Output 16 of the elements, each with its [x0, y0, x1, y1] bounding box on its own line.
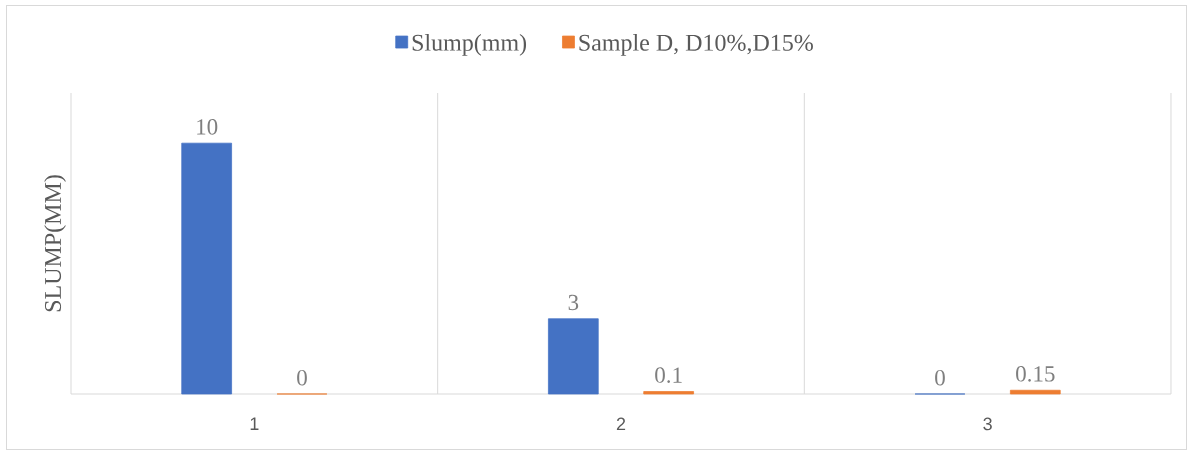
data-label: 10: [197, 119, 218, 135]
x-tick-label: 3: [983, 417, 992, 431]
legend-label: Slump(mm): [412, 33, 527, 56]
bar: [548, 318, 599, 395]
data-label: 0: [935, 369, 945, 386]
bar: [643, 391, 694, 395]
x-tick-label: 1: [250, 417, 259, 430]
data-label: 0.1: [655, 367, 682, 383]
data-label: 0: [297, 369, 307, 386]
bar: [181, 142, 232, 395]
y-axis-title: SLUMP(MM): [44, 175, 66, 312]
x-tick-label: 2: [616, 417, 626, 431]
bar: [1010, 389, 1061, 395]
legend-label: Sample D, D10%,D15%: [579, 33, 813, 56]
data-label: 3: [568, 294, 579, 311]
data-label: 0.15: [1016, 366, 1055, 382]
